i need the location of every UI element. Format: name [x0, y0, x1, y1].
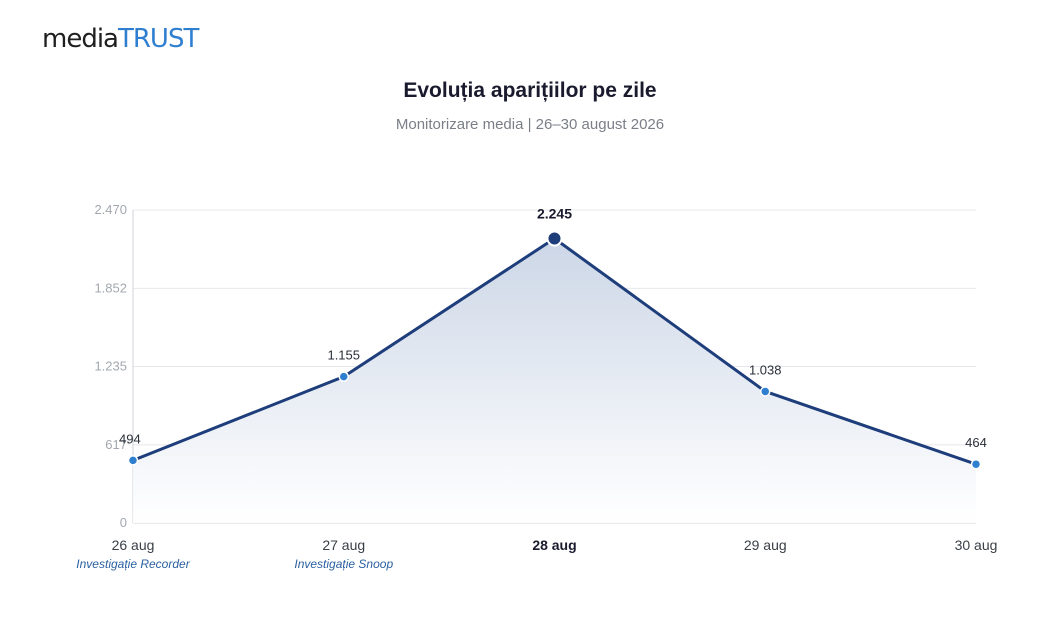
area-fill — [133, 238, 976, 523]
data-point — [970, 458, 982, 470]
brand-logo: mediaTRUST — [42, 22, 199, 55]
area-layer — [133, 238, 976, 523]
chart-title: Evoluția aparițiilor pe zile — [403, 79, 657, 102]
data-label: 1.155 — [327, 348, 360, 363]
label-layer: 0 617 1.235 1.852 2.470 494 1.155 2.245 1.038 464… — [76, 202, 997, 571]
logo-trust-text: TRUST — [117, 24, 199, 54]
x-tick-label: 27 aug — [322, 537, 365, 553]
data-point — [338, 371, 349, 382]
y-tick-label: 1.235 — [94, 359, 127, 374]
x-tick-label: 28 aug — [532, 537, 576, 553]
y-tick-label: 1.852 — [94, 280, 127, 295]
x-tick-label: 30 aug — [955, 537, 998, 553]
data-point — [546, 230, 563, 247]
data-point — [760, 386, 771, 397]
chart-subtitle: Monitorizare media | 26–30 august 2026 — [395, 116, 665, 133]
x-annotation: Investigație Recorder — [76, 557, 190, 571]
data-label: 1.038 — [749, 362, 782, 377]
point-layer — [127, 230, 982, 470]
data-label: 2.245 — [537, 206, 572, 222]
x-annotation: Investigație Snoop — [294, 557, 393, 571]
x-tick-label: 29 aug — [744, 537, 787, 553]
data-point — [127, 455, 139, 466]
logo-media-text: media — [42, 24, 119, 54]
data-label: 494 — [119, 431, 141, 446]
y-tick-label: 2.470 — [94, 202, 127, 217]
data-label: 464 — [965, 435, 987, 450]
x-tick-label: 26 aug — [112, 537, 155, 553]
y-tick-label: 0 — [120, 515, 127, 530]
y-tick-label: 617 — [105, 437, 127, 452]
